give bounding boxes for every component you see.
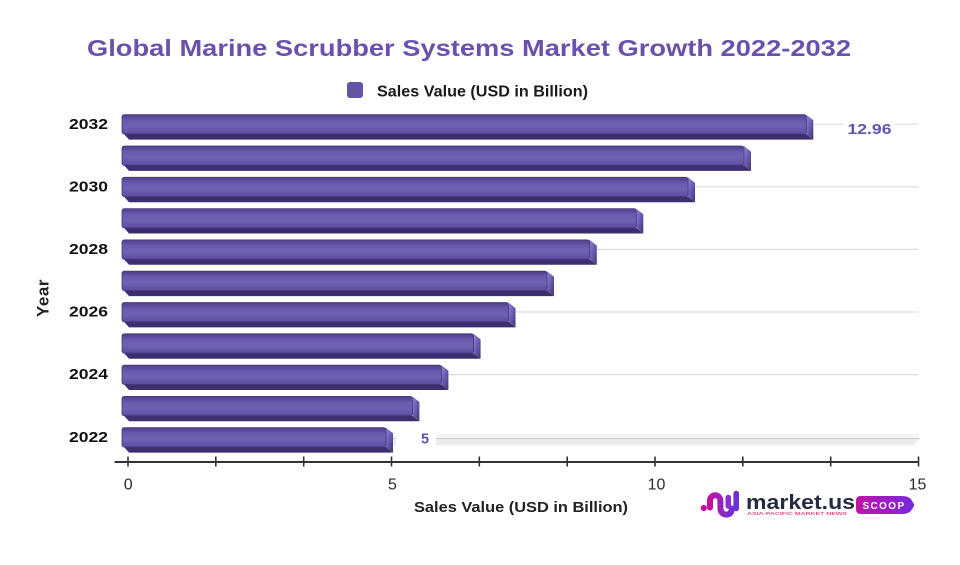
- svg-text:SCOOP: SCOOP: [863, 500, 906, 512]
- svg-text:ASIA-PACIFIC MARKET NEWS: ASIA-PACIFIC MARKET NEWS: [747, 511, 848, 517]
- svg-text:Sales Value (USD in Billion): Sales Value (USD in Billion): [377, 84, 588, 101]
- svg-text:5: 5: [388, 477, 397, 494]
- svg-text:2024: 2024: [69, 366, 109, 383]
- svg-text:Global Marine Scrubber Systems: Global Marine Scrubber Systems Market Gr…: [87, 35, 851, 61]
- svg-text:2026: 2026: [69, 304, 108, 321]
- svg-text:2028: 2028: [69, 241, 108, 258]
- svg-text:2022: 2022: [69, 429, 108, 446]
- svg-text:5: 5: [421, 431, 429, 447]
- svg-text:Sales Value (USD in Billion): Sales Value (USD in Billion): [414, 499, 628, 516]
- svg-text:10: 10: [648, 477, 666, 494]
- svg-text:0: 0: [124, 477, 133, 494]
- svg-text:Year: Year: [34, 279, 53, 317]
- svg-text:15: 15: [909, 477, 927, 494]
- svg-text:market.us: market.us: [746, 492, 855, 514]
- svg-text:2030: 2030: [69, 178, 108, 195]
- svg-text:2032: 2032: [69, 116, 108, 133]
- svg-text:12.96: 12.96: [848, 122, 892, 138]
